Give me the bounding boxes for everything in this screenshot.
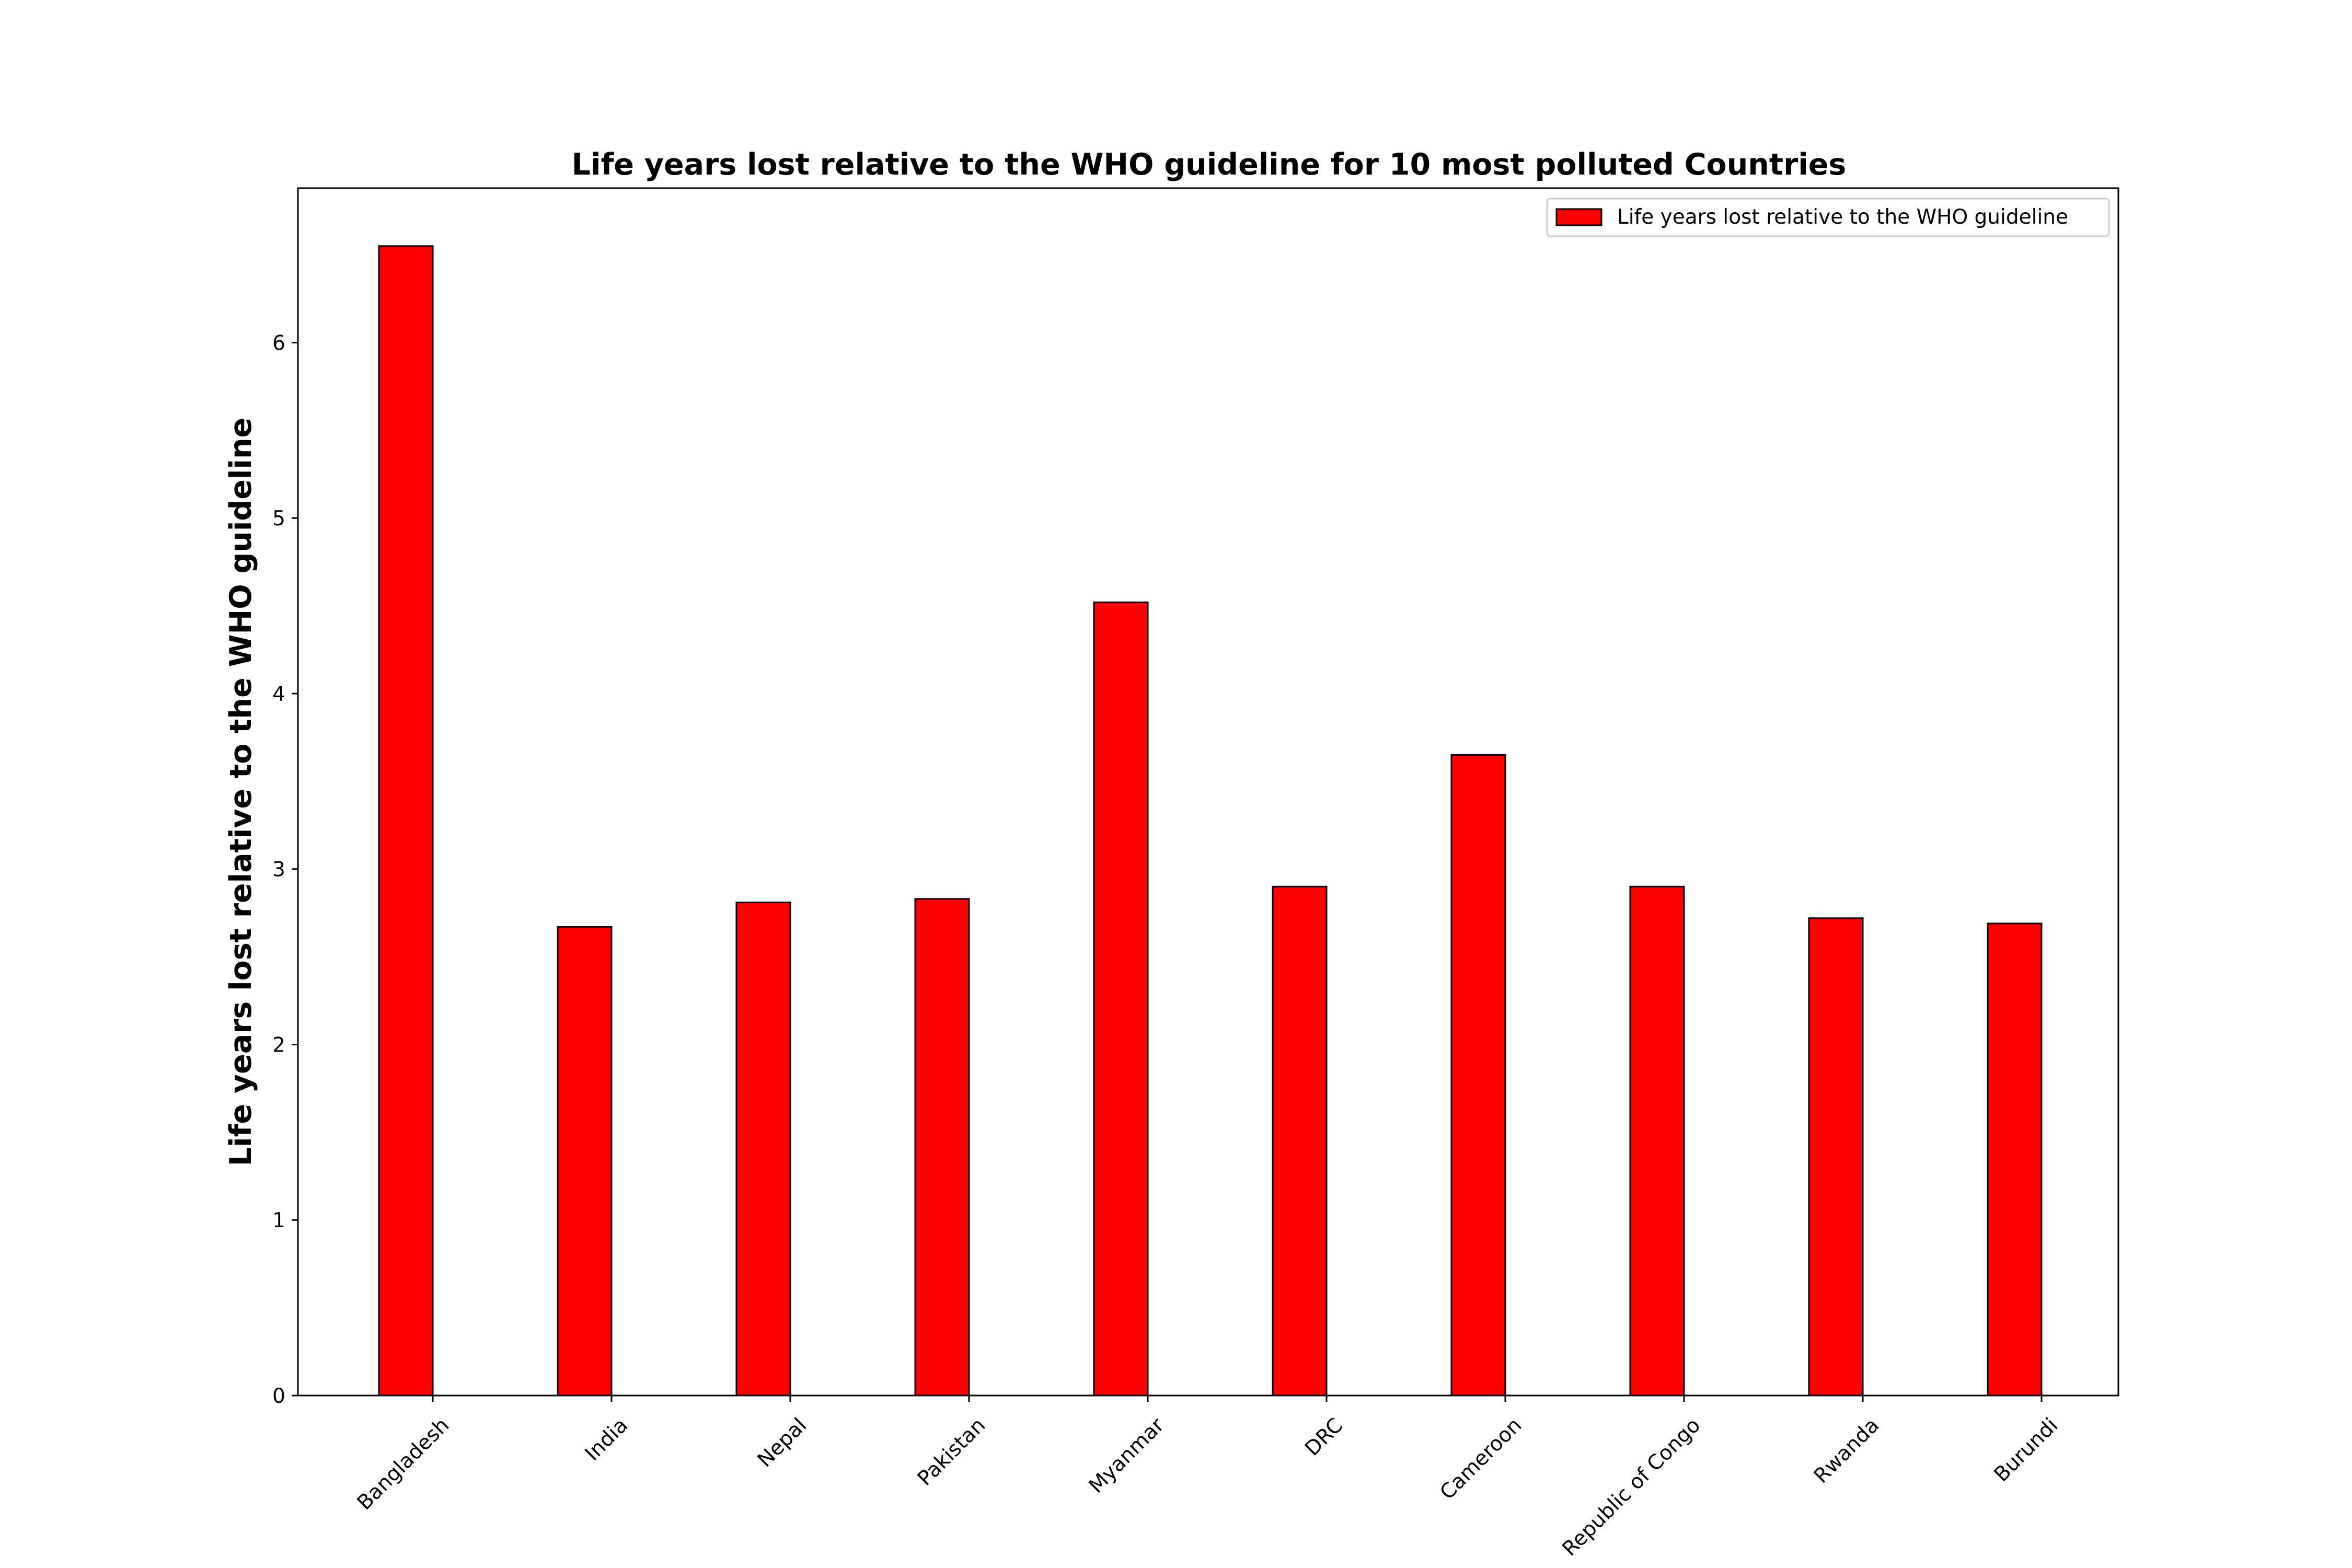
legend-label: Life years lost relative to the WHO guid… xyxy=(1617,205,2068,229)
y-tick-label: 2 xyxy=(272,1033,285,1057)
x-ticks-group: Bangladesh India Nepal Pakistan Myanmar DRC Ca… xyxy=(353,1396,2063,1561)
bar-myanmar xyxy=(1093,601,1149,1397)
legend-box xyxy=(1546,198,2110,237)
x-tick-label: Rwanda xyxy=(1809,1414,1884,1488)
bar-republic-of-congo xyxy=(1629,885,1685,1397)
y-ticks-group: 0 1 2 3 4 5 6 xyxy=(272,331,298,1408)
bar-bangladesh xyxy=(378,245,434,1397)
x-tick-label: DRC xyxy=(1300,1414,1347,1461)
bar-rwanda xyxy=(1808,917,1864,1397)
x-tick-label: Republic of Congo xyxy=(1558,1414,1705,1561)
plot-frame xyxy=(297,187,2119,1397)
x-tick-label: Bangladesh xyxy=(353,1414,454,1515)
bar-nepal xyxy=(735,902,791,1397)
y-tick-label: 6 xyxy=(272,331,285,355)
bars-group xyxy=(378,245,2043,1397)
bar-burundi xyxy=(1987,923,2043,1397)
x-tick-label: India xyxy=(581,1414,633,1466)
bar-cameroon xyxy=(1450,754,1506,1397)
x-tick-label: Cameroon xyxy=(1436,1414,1527,1505)
x-tick-label: Myanmar xyxy=(1085,1413,1169,1498)
y-tick-label: 3 xyxy=(272,858,285,882)
bar-india xyxy=(557,926,613,1397)
x-tick-label: Nepal xyxy=(753,1414,811,1472)
y-tick-label: 1 xyxy=(272,1209,285,1232)
bar-pakistan xyxy=(914,898,970,1397)
x-tick-label: Pakistan xyxy=(913,1414,990,1491)
x-tick-label: Burundi xyxy=(1990,1414,2063,1487)
legend-swatch xyxy=(1555,208,1602,226)
y-tick-label: 0 xyxy=(272,1385,285,1408)
y-axis-label: Life years lost relative to the WHO guid… xyxy=(224,418,258,1166)
legend: Life years lost relative to the WHO guid… xyxy=(1546,198,2110,237)
chart-title: Life years lost relative to the WHO guid… xyxy=(572,147,1847,182)
bar-drc xyxy=(1272,885,1328,1397)
y-tick-label: 4 xyxy=(272,683,285,706)
y-tick-label: 5 xyxy=(272,507,285,531)
